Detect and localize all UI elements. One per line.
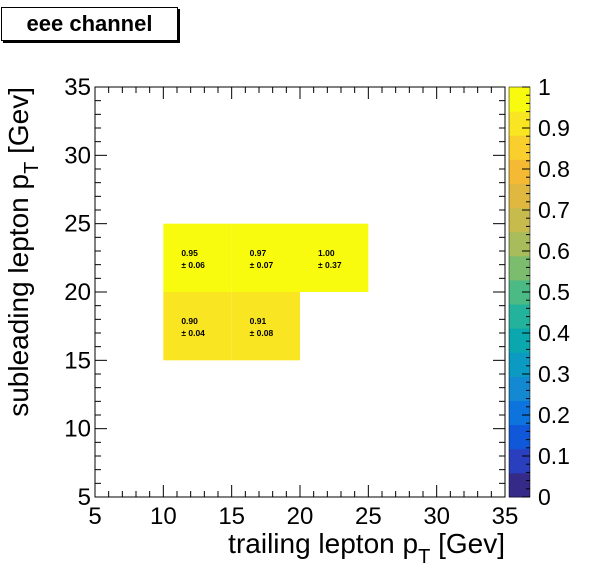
heatmap-cell — [231, 292, 300, 361]
colorbar-band — [509, 159, 530, 184]
colorbar-tick-label: 0.5 — [538, 279, 570, 305]
x-tick-label: 35 — [492, 503, 519, 530]
colorbar-band — [509, 111, 530, 136]
colorbar-tick-label: 0.8 — [538, 156, 570, 182]
heatmap-cell — [163, 223, 232, 292]
x-tick-label: 10 — [150, 503, 177, 530]
channel-title: eee channel — [1, 7, 178, 41]
colorbar-tick-label: 0.9 — [538, 115, 570, 141]
x-tick-label: 5 — [88, 503, 101, 530]
colorbar-band — [509, 424, 530, 450]
colorbar-band — [509, 376, 530, 402]
colorbar-band — [509, 400, 530, 426]
colorbar-tick-label: 0.4 — [538, 320, 570, 346]
x-tick-label: 25 — [355, 503, 382, 530]
colorbar-tick-label: 1 — [538, 74, 551, 100]
x-tick-label: 15 — [218, 503, 245, 530]
cell-value-label: 0.91 — [250, 316, 267, 326]
y-tick-label: 30 — [64, 142, 91, 169]
colorbar-band — [509, 352, 530, 377]
heatmap-cell — [231, 223, 300, 292]
y-tick-label: 25 — [64, 211, 91, 238]
colorbar-band — [509, 135, 530, 160]
x-axis-title: trailing lepton pT [Gev] — [228, 528, 505, 568]
colorbar-band — [509, 448, 530, 474]
colorbar-band — [509, 207, 530, 233]
colorbar-band — [509, 304, 530, 329]
colorbar-tick-label: 0.3 — [538, 361, 570, 387]
y-tick-label: 15 — [64, 347, 91, 374]
x-tick-label: 20 — [287, 503, 314, 530]
cell-error-label: ± 0.08 — [250, 328, 274, 338]
cell-error-label: ± 0.06 — [181, 260, 205, 270]
colorbar-tick-label: 0.2 — [538, 402, 570, 428]
cell-value-label: 0.95 — [181, 248, 198, 258]
colorbar-tick-label: 0.6 — [538, 238, 570, 264]
cell-value-label: 1.00 — [318, 248, 335, 258]
colorbar-band — [509, 183, 530, 209]
colorbar-band — [509, 472, 530, 498]
cell-value-label: 0.97 — [250, 248, 267, 258]
colorbar-band — [509, 231, 530, 257]
cell-error-label: ± 0.37 — [318, 260, 342, 270]
cell-value-label: 0.90 — [181, 316, 198, 326]
colorbar-tick-label: 0 — [538, 484, 551, 510]
y-axis-title: subleading lepton pT [Gev] — [3, 87, 43, 417]
heatmap-cell — [300, 223, 369, 292]
y-tick-label: 10 — [64, 416, 91, 443]
heatmap-cell — [163, 292, 232, 361]
y-tick-label: 5 — [78, 484, 91, 511]
colorbar-band — [509, 279, 530, 305]
cell-error-label: ± 0.04 — [181, 328, 205, 338]
colorbar-tick-label: 0.1 — [538, 443, 570, 469]
colorbar-band — [509, 87, 530, 112]
colorbar-band — [509, 328, 530, 353]
cell-error-label: ± 0.07 — [250, 260, 274, 270]
y-tick-label: 20 — [64, 279, 91, 306]
x-tick-label: 30 — [423, 503, 450, 530]
colorbar-band — [509, 255, 530, 281]
y-tick-label: 35 — [64, 74, 91, 101]
colorbar-tick-label: 0.7 — [538, 197, 570, 223]
